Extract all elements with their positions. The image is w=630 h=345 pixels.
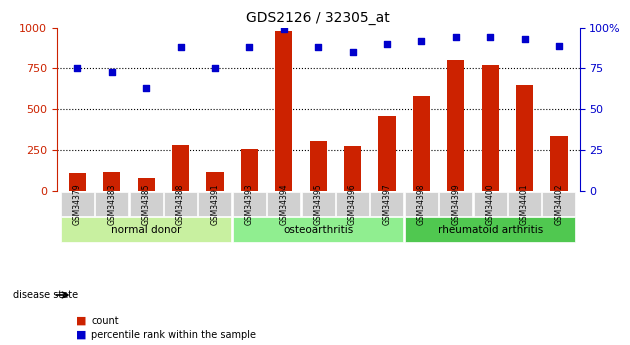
FancyBboxPatch shape: [405, 192, 438, 216]
FancyBboxPatch shape: [370, 192, 403, 216]
FancyBboxPatch shape: [336, 192, 369, 216]
Title: GDS2126 / 32305_at: GDS2126 / 32305_at: [246, 11, 390, 25]
Bar: [551, 136, 568, 190]
FancyBboxPatch shape: [233, 192, 266, 216]
Bar: [481, 65, 499, 190]
Text: count: count: [91, 316, 119, 326]
FancyBboxPatch shape: [130, 192, 163, 216]
Point: [278, 27, 289, 32]
FancyBboxPatch shape: [95, 192, 129, 216]
Text: rheumatoid arthritis: rheumatoid arthritis: [437, 225, 543, 235]
Point: [416, 38, 427, 43]
Bar: [309, 141, 327, 190]
Bar: [379, 116, 396, 190]
Point: [72, 66, 83, 71]
Text: GSM34401: GSM34401: [520, 183, 529, 225]
FancyBboxPatch shape: [439, 192, 472, 216]
FancyBboxPatch shape: [267, 192, 301, 216]
FancyBboxPatch shape: [508, 192, 541, 216]
Bar: [275, 31, 292, 190]
Text: GSM34391: GSM34391: [210, 183, 219, 225]
Bar: [241, 149, 258, 190]
Point: [210, 66, 220, 71]
Bar: [69, 172, 86, 190]
FancyBboxPatch shape: [474, 192, 507, 216]
Text: percentile rank within the sample: percentile rank within the sample: [91, 330, 256, 339]
FancyBboxPatch shape: [164, 192, 197, 216]
Point: [382, 41, 392, 47]
Point: [176, 45, 186, 50]
Bar: [447, 60, 464, 190]
Bar: [207, 172, 224, 190]
Text: GSM34393: GSM34393: [245, 183, 254, 225]
Point: [450, 34, 461, 40]
FancyBboxPatch shape: [233, 217, 403, 241]
Point: [554, 43, 564, 48]
FancyBboxPatch shape: [61, 192, 94, 216]
Text: osteoarthritis: osteoarthritis: [283, 225, 353, 235]
Point: [485, 34, 495, 40]
Text: disease state: disease state: [13, 290, 77, 300]
Text: ■: ■: [76, 330, 86, 339]
Text: GSM34398: GSM34398: [417, 183, 426, 225]
Bar: [103, 172, 120, 190]
Text: GSM34379: GSM34379: [73, 183, 82, 225]
Bar: [516, 85, 533, 190]
Point: [106, 69, 117, 75]
FancyBboxPatch shape: [542, 192, 575, 216]
Text: GSM34395: GSM34395: [314, 183, 323, 225]
Point: [348, 49, 358, 55]
FancyBboxPatch shape: [405, 217, 575, 241]
Text: GSM34402: GSM34402: [554, 183, 563, 225]
Point: [313, 45, 323, 50]
FancyBboxPatch shape: [61, 217, 231, 241]
Text: GSM34399: GSM34399: [451, 183, 461, 225]
Bar: [172, 145, 189, 190]
FancyBboxPatch shape: [302, 192, 335, 216]
Bar: [344, 146, 361, 190]
Text: GSM34394: GSM34394: [279, 183, 289, 225]
FancyBboxPatch shape: [198, 192, 231, 216]
Text: GSM34397: GSM34397: [382, 183, 391, 225]
Bar: [413, 96, 430, 190]
Text: ■: ■: [76, 316, 86, 326]
Point: [141, 85, 151, 91]
Text: GSM34396: GSM34396: [348, 183, 357, 225]
Point: [244, 45, 255, 50]
Text: GSM34385: GSM34385: [142, 183, 151, 225]
Text: GSM34388: GSM34388: [176, 184, 185, 225]
Text: GSM34383: GSM34383: [107, 183, 117, 225]
Text: normal donor: normal donor: [111, 225, 181, 235]
Point: [520, 36, 530, 42]
Bar: [137, 178, 155, 190]
Text: GSM34400: GSM34400: [486, 183, 495, 225]
